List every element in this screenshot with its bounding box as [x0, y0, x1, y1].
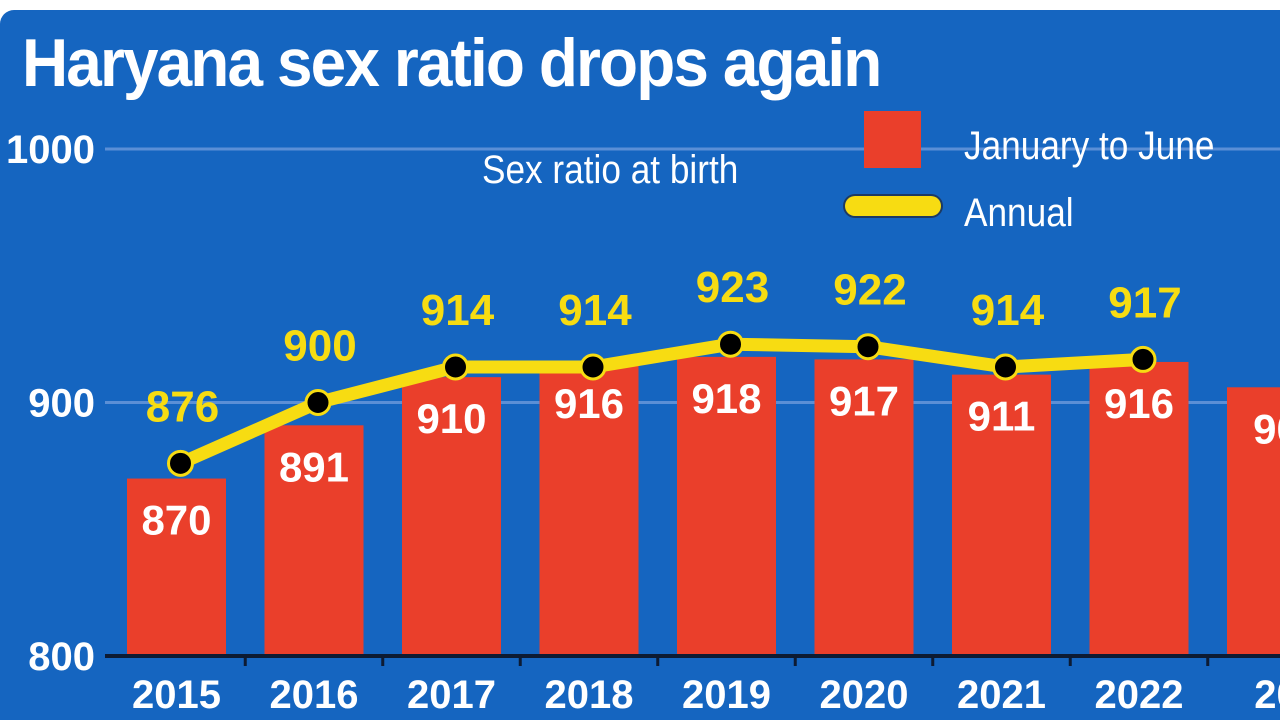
bar-label-2020: 917 [829, 377, 899, 424]
annual-point-2021 [992, 353, 1019, 381]
annual-label-2019: 923 [696, 263, 769, 312]
x-tick-label-2021: 2021 [957, 673, 1046, 717]
x-tick-label-2015: 2015 [132, 673, 221, 717]
annual-label-2018: 914 [558, 286, 632, 335]
annual-point-2017 [442, 353, 469, 381]
bar-2017 [402, 377, 501, 656]
bar-2020 [814, 359, 914, 656]
annual-point-2022 [1129, 345, 1157, 373]
annual-label-2022: 917 [1108, 278, 1181, 327]
annual-point-2020 [854, 333, 882, 361]
x-tick-label-2018: 2018 [545, 673, 634, 717]
legend-label-january-to-june: January to June [964, 124, 1215, 168]
legend-swatch-january-to-june [864, 111, 921, 168]
legend-label-annual: Annual [964, 191, 1074, 235]
bar-label-2015: 870 [141, 497, 211, 544]
bar-2019 [677, 356, 776, 656]
bar-2015 [127, 478, 226, 656]
bar-label-2016: 891 [279, 443, 349, 490]
annual-point-2018 [579, 353, 607, 381]
chart-title: Haryana sex ratio drops again [22, 25, 882, 101]
x-tick-label-2016: 2016 [270, 673, 359, 717]
annual-label-2017: 914 [421, 286, 495, 335]
annual-label-2015: 876 [146, 382, 219, 431]
bar-label-2017: 910 [416, 395, 486, 442]
bar-label-20: 90 [1253, 405, 1280, 452]
bar-2022 [1089, 361, 1189, 656]
annual-label-2016: 900 [283, 322, 356, 371]
x-tick-label-2017: 2017 [407, 673, 496, 717]
annual-point-2019 [717, 330, 744, 358]
y-tick-label-900: 900 [28, 382, 95, 426]
legend-swatch-annual [845, 196, 941, 216]
chart-subtitle: Sex ratio at birth [482, 148, 739, 192]
bar-2016 [264, 425, 364, 656]
annual-point-2016 [304, 389, 332, 416]
bar-label-2019: 918 [691, 375, 761, 422]
bar-20 [1227, 387, 1280, 656]
annual-point-2015 [167, 449, 194, 477]
x-tick-label-2020: 2020 [820, 673, 909, 717]
x-tick-label-2022: 2022 [1095, 673, 1184, 717]
x-tick-label-2019: 2019 [682, 673, 771, 717]
bar-label-2018: 916 [554, 380, 624, 427]
y-tick-label-800: 800 [28, 635, 95, 679]
bar-label-2021: 911 [968, 393, 1036, 440]
y-tick-label-1000: 1000 [6, 128, 95, 172]
bar-2018 [539, 361, 639, 656]
annual-label-2020: 922 [833, 266, 906, 315]
annual-line [174, 337, 1150, 470]
bar-2021 [952, 374, 1051, 656]
annual-label-2021: 914 [971, 286, 1045, 335]
bar-label-2022: 916 [1104, 380, 1174, 427]
x-tick-label-20: 20 [1254, 673, 1280, 717]
